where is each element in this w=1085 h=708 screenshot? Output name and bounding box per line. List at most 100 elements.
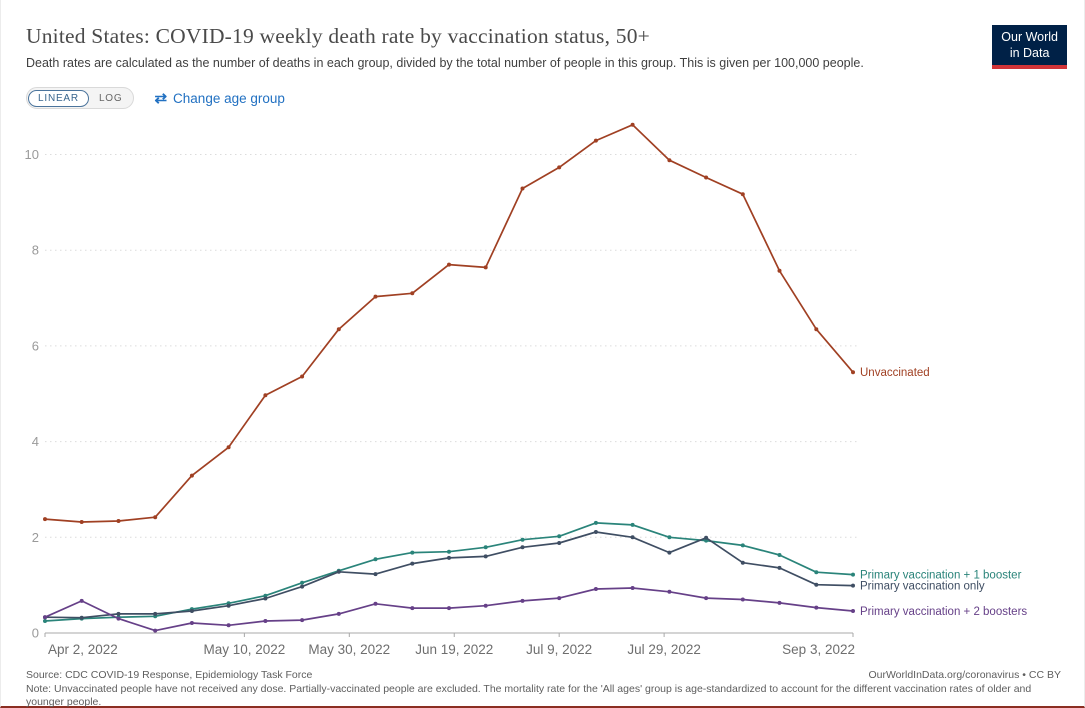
- data-point-marker[interactable]: [814, 582, 819, 587]
- data-point-marker[interactable]: [814, 570, 819, 575]
- data-point-marker[interactable]: [557, 534, 562, 539]
- data-point-marker[interactable]: [593, 530, 598, 534]
- data-point-marker[interactable]: [43, 517, 47, 522]
- data-point-marker[interactable]: [447, 549, 451, 554]
- data-point-marker[interactable]: [226, 445, 231, 450]
- data-point-marker[interactable]: [630, 522, 635, 527]
- data-point-marker[interactable]: [704, 596, 709, 601]
- data-point-marker[interactable]: [814, 327, 819, 332]
- data-point-marker[interactable]: [373, 557, 378, 562]
- data-point-marker[interactable]: [593, 520, 598, 525]
- data-point-marker[interactable]: [79, 615, 84, 620]
- data-point-marker[interactable]: [814, 605, 819, 610]
- data-point-marker[interactable]: [777, 268, 782, 273]
- data-point-marker[interactable]: [704, 175, 709, 180]
- attribution-link[interactable]: OurWorldInData.org/coronavirus • CC BY: [868, 669, 1061, 681]
- data-point-marker[interactable]: [226, 603, 231, 608]
- owid-logo[interactable]: Our World in Data: [992, 25, 1067, 70]
- data-point-marker[interactable]: [740, 560, 745, 565]
- data-point-marker[interactable]: [153, 515, 158, 520]
- data-point-marker[interactable]: [520, 537, 525, 542]
- data-point-marker[interactable]: [116, 611, 121, 616]
- data-point-marker[interactable]: [410, 606, 415, 611]
- data-point-marker[interactable]: [300, 584, 305, 589]
- data-point-marker[interactable]: [226, 623, 231, 628]
- data-point-marker[interactable]: [851, 583, 855, 588]
- data-point-marker[interactable]: [667, 589, 672, 594]
- data-point-marker[interactable]: [336, 611, 341, 616]
- data-point-marker[interactable]: [43, 619, 47, 623]
- data-point-marker[interactable]: [410, 550, 415, 555]
- data-point-marker[interactable]: [483, 545, 488, 550]
- data-point-marker[interactable]: [373, 572, 378, 577]
- data-point-marker[interactable]: [263, 593, 268, 598]
- data-point-marker[interactable]: [557, 541, 562, 545]
- data-point-marker[interactable]: [520, 186, 525, 191]
- data-point-marker[interactable]: [851, 609, 855, 613]
- data-point-marker[interactable]: [153, 611, 158, 616]
- data-point-marker[interactable]: [667, 550, 672, 555]
- data-point-marker[interactable]: [447, 606, 451, 611]
- data-point-marker[interactable]: [336, 327, 341, 332]
- data-point-marker[interactable]: [116, 616, 121, 621]
- data-point-marker[interactable]: [483, 554, 488, 559]
- data-point-marker[interactable]: [410, 561, 415, 566]
- data-point-marker[interactable]: [300, 374, 305, 379]
- y-axis-tick-label: 0: [32, 626, 39, 641]
- data-point-marker[interactable]: [483, 265, 488, 270]
- data-point-marker[interactable]: [704, 538, 709, 543]
- series-end-label[interactable]: Primary vaccination only: [860, 581, 985, 593]
- line-chart-canvas[interactable]: 0 2 4 6 8 10 Apr 2, 2022 May 10, 2022 May 30, 20…: [1, 113, 1085, 668]
- log-button[interactable]: LOG: [89, 90, 133, 107]
- data-point-marker[interactable]: [777, 553, 782, 557]
- data-point-marker[interactable]: [300, 618, 305, 623]
- data-point-marker[interactable]: [557, 596, 562, 601]
- y-axis-tick-label: 8: [32, 243, 39, 258]
- data-point-marker[interactable]: [263, 393, 268, 398]
- data-point-marker[interactable]: [740, 597, 745, 602]
- data-point-marker[interactable]: [483, 603, 488, 608]
- data-point-marker[interactable]: [740, 192, 745, 197]
- data-point-marker[interactable]: [189, 609, 194, 613]
- data-point-marker[interactable]: [447, 555, 451, 560]
- data-point-marker[interactable]: [373, 601, 378, 606]
- data-point-marker[interactable]: [851, 370, 855, 375]
- chart-subtitle: Death rates are calculated as the number…: [26, 56, 864, 70]
- data-point-marker[interactable]: [557, 165, 562, 170]
- series-end-label[interactable]: Unvaccinated: [860, 367, 930, 379]
- data-point-marker[interactable]: [667, 158, 672, 163]
- data-point-marker[interactable]: [704, 535, 709, 540]
- data-point-marker[interactable]: [116, 519, 121, 523]
- data-point-marker[interactable]: [189, 621, 194, 625]
- data-point-marker[interactable]: [593, 587, 598, 591]
- data-point-marker[interactable]: [520, 598, 525, 603]
- data-point-marker[interactable]: [263, 596, 268, 601]
- data-point-marker[interactable]: [43, 615, 47, 620]
- data-point-marker[interactable]: [189, 473, 194, 478]
- data-point-marker[interactable]: [777, 565, 782, 570]
- data-point-marker[interactable]: [79, 598, 84, 603]
- data-point-marker[interactable]: [630, 122, 635, 127]
- data-point-marker[interactable]: [630, 586, 635, 590]
- change-age-group-link[interactable]: ⇄ Change age group: [154, 91, 284, 106]
- data-point-marker[interactable]: [373, 294, 378, 299]
- data-point-marker[interactable]: [153, 628, 158, 633]
- data-point-marker[interactable]: [520, 545, 525, 550]
- series-end-label[interactable]: Primary vaccination + 1 booster: [860, 570, 1022, 582]
- data-point-marker[interactable]: [593, 138, 598, 143]
- data-point-marker[interactable]: [79, 520, 84, 524]
- data-point-marker[interactable]: [630, 535, 635, 540]
- data-point-marker[interactable]: [740, 543, 745, 548]
- data-point-marker[interactable]: [667, 535, 672, 540]
- series-line[interactable]: [44, 123, 854, 523]
- linear-button[interactable]: LINEAR: [28, 89, 89, 107]
- data-point-marker[interactable]: [410, 291, 415, 296]
- data-point-marker[interactable]: [263, 619, 268, 623]
- data-point-marker[interactable]: [300, 580, 305, 585]
- data-point-marker[interactable]: [447, 262, 451, 267]
- data-point-marker[interactable]: [777, 600, 782, 605]
- series-line[interactable]: [44, 531, 854, 619]
- series-end-label[interactable]: Primary vaccination + 2 boosters: [860, 606, 1027, 618]
- data-point-marker[interactable]: [851, 572, 855, 577]
- data-point-marker[interactable]: [336, 569, 341, 574]
